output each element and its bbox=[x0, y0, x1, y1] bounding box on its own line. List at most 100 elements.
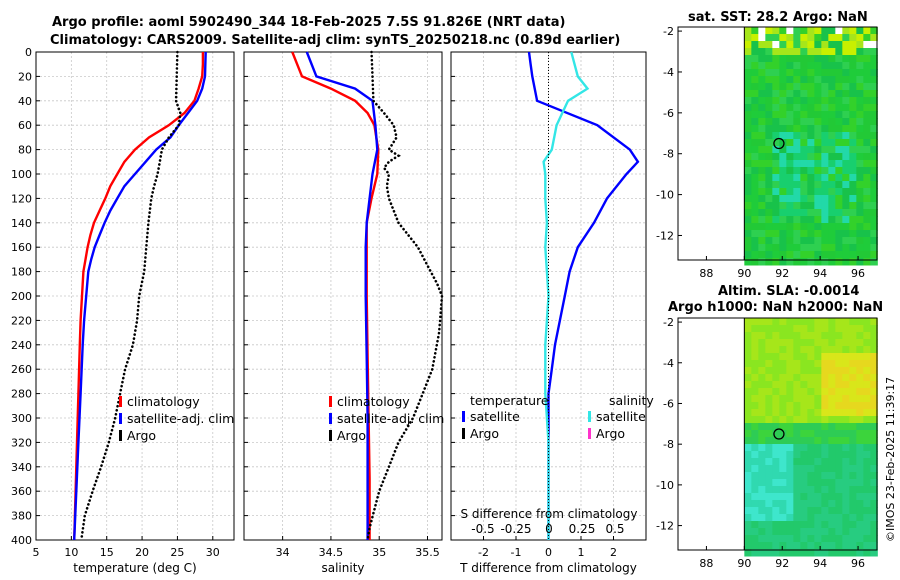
sst-map-heatmap-cell bbox=[807, 181, 815, 189]
sst-map-heatmap-cell bbox=[828, 83, 836, 91]
sst-map-heatmap-cell bbox=[856, 62, 864, 70]
sst-map-heatmap-cell bbox=[758, 251, 766, 259]
sla-map-heatmap-cell bbox=[863, 472, 871, 480]
sla-map-heatmap-cell bbox=[828, 332, 836, 340]
sla-map-heatmap-cell bbox=[870, 493, 878, 501]
sst-map-heatmap-cell bbox=[793, 76, 801, 84]
sst-map-heatmap-cell bbox=[786, 244, 794, 252]
sla-map-heatmap-cell bbox=[807, 353, 815, 361]
sla-map-heatmap-cell bbox=[821, 472, 829, 480]
sst-map-heatmap-cell bbox=[814, 41, 822, 49]
sla-map-heatmap-cell bbox=[800, 521, 808, 529]
sla-map-heatmap-cell bbox=[828, 507, 836, 515]
sst-map-heatmap-cell bbox=[814, 237, 822, 245]
sst-map-heatmap-cell bbox=[779, 118, 787, 126]
sst-map-heatmap-cell bbox=[856, 223, 864, 231]
sst-map-heatmap-cell bbox=[744, 83, 752, 91]
sst-map-heatmap-cell bbox=[786, 167, 794, 175]
sla-map-heatmap-cell bbox=[744, 381, 752, 389]
sla-map-heatmap-cell bbox=[835, 542, 843, 550]
sst-map-heatmap-cell bbox=[828, 118, 836, 126]
sla-map-heatmap-cell bbox=[821, 395, 829, 403]
sla-map-heatmap-cell bbox=[828, 423, 836, 431]
sla-map-heatmap-cell bbox=[870, 486, 878, 494]
sst-map-heatmap-cell bbox=[849, 209, 857, 217]
sst-map-heatmap-cell bbox=[870, 125, 878, 133]
sla-map-heatmap-cell bbox=[870, 465, 878, 473]
sst-map-heatmap-cell bbox=[751, 125, 759, 133]
temp-ytick-label: 360 bbox=[11, 485, 32, 498]
temp-ytick-label: 380 bbox=[11, 510, 32, 523]
sla-map-heatmap-cell bbox=[842, 332, 850, 340]
sst-map-heatmap-cell bbox=[849, 251, 857, 259]
sst-map-heatmap-cell bbox=[814, 69, 822, 77]
sst-map-heatmap-cell bbox=[863, 48, 871, 56]
sla-map-heatmap-cell bbox=[807, 388, 815, 396]
sla-map-heatmap-cell bbox=[870, 423, 878, 431]
sla-map-heatmap-cell bbox=[786, 535, 794, 543]
sla-map-heatmap-cell bbox=[807, 325, 815, 333]
sst-map-heatmap-cell bbox=[786, 69, 794, 77]
sst-map-heatmap-cell bbox=[772, 167, 780, 175]
sla-map-heatmap-cell bbox=[751, 542, 759, 550]
sst-map-heatmap-cell bbox=[835, 181, 843, 189]
sst-map-heatmap-cell bbox=[842, 209, 850, 217]
sst-map-heatmap-cell bbox=[793, 83, 801, 91]
sst-map-heatmap-cell bbox=[772, 160, 780, 168]
sst-map-heatmap-cell bbox=[863, 223, 871, 231]
sla-map-heatmap-cell bbox=[870, 409, 878, 417]
sst-map-heatmap-cell bbox=[779, 132, 787, 140]
sst-map-heatmap-cell bbox=[800, 111, 808, 119]
sst-map-heatmap-cell bbox=[870, 216, 878, 224]
sla-map-heatmap-cell bbox=[870, 381, 878, 389]
sst-map-heatmap-cell bbox=[779, 34, 787, 42]
sla-map-heatmap-cell bbox=[786, 465, 794, 473]
sla-map-heatmap-cell bbox=[821, 332, 829, 340]
temp-ytick-label: 320 bbox=[11, 436, 32, 449]
sst-map-heatmap-cell bbox=[842, 97, 850, 105]
temp-ytick-label: 400 bbox=[11, 534, 32, 547]
sla-map-heatmap-cell bbox=[758, 325, 766, 333]
sla-map-heatmap-cell bbox=[758, 367, 766, 375]
sst-map-heatmap-cell bbox=[835, 125, 843, 133]
sla-map-heatmap-cell bbox=[800, 507, 808, 515]
main-title-line1: Argo profile: aoml 5902490_344 18-Feb-20… bbox=[52, 15, 566, 30]
sst-map-heatmap-cell bbox=[821, 230, 829, 238]
sla-map-heatmap-cell bbox=[751, 346, 759, 354]
sst-map-heatmap-cell bbox=[849, 55, 857, 63]
sst-map-heatmap-cell bbox=[849, 146, 857, 154]
sla-map-heatmap-cell bbox=[814, 458, 822, 466]
sla-map-heatmap-cell bbox=[779, 521, 787, 529]
sla-map-heatmap-cell bbox=[751, 437, 759, 445]
sla-map-heatmap-cell bbox=[863, 416, 871, 424]
sla-map-heatmap-cell bbox=[793, 514, 801, 522]
sla-map-heatmap-cell bbox=[863, 493, 871, 501]
sst-map-heatmap-cell bbox=[849, 132, 857, 140]
sla-map-heatmap-cell bbox=[758, 514, 766, 522]
diff-s-axis-label: S difference from climatology bbox=[461, 507, 638, 521]
sst-map-heatmap-cell bbox=[744, 55, 752, 63]
diff-xtick-label: 0 bbox=[545, 546, 552, 559]
sst-map-heatmap-cell bbox=[856, 216, 864, 224]
sla-map-heatmap-cell bbox=[772, 318, 780, 326]
sst-map-heatmap-cell bbox=[765, 104, 773, 112]
sst-map-heatmap-cell bbox=[863, 209, 871, 217]
sst-map-heatmap-cell bbox=[842, 167, 850, 175]
sla-map-heatmap-cell bbox=[793, 318, 801, 326]
sst-map-heatmap-cell bbox=[793, 48, 801, 56]
sla-map-heatmap-cell bbox=[863, 507, 871, 515]
sla-map-heatmap-cell bbox=[863, 549, 871, 557]
sst-map-heatmap-cell bbox=[821, 27, 829, 35]
sla-map-heatmap-cell bbox=[835, 325, 843, 333]
sla-map-heatmap-cell bbox=[779, 444, 787, 452]
sst-map-heatmap-cell bbox=[758, 55, 766, 63]
sla-map-heatmap-cell bbox=[765, 528, 773, 536]
sla-map-heatmap-cell bbox=[849, 472, 857, 480]
sla-map-heatmap-cell bbox=[835, 332, 843, 340]
sla-map-heatmap-cell bbox=[828, 402, 836, 410]
sst-map-heatmap-cell bbox=[793, 55, 801, 63]
sla-map-heatmap-cell bbox=[849, 528, 857, 536]
sst-map-heatmap-cell bbox=[814, 139, 822, 147]
sst-map-heatmap-cell bbox=[758, 223, 766, 231]
sla-map-heatmap-cell bbox=[765, 416, 773, 424]
